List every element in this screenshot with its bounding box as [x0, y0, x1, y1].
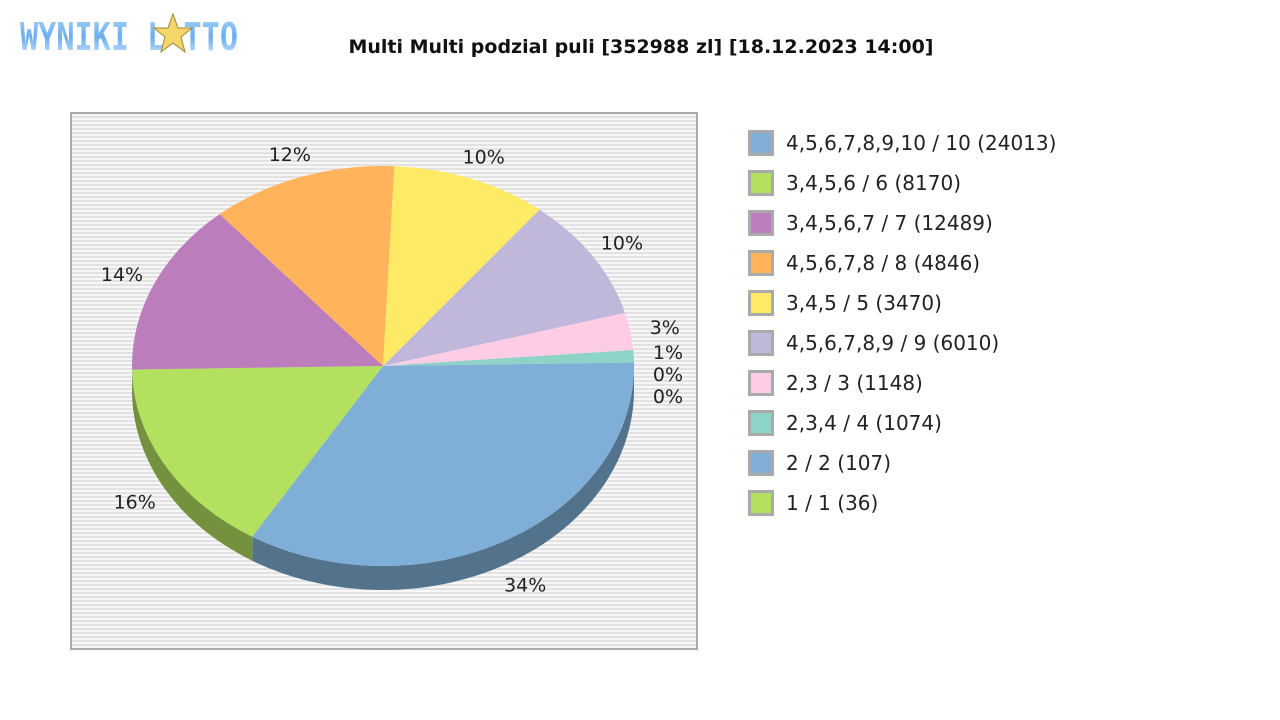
pie-slice	[383, 349, 634, 366]
legend-label: 1 / 1 (36)	[786, 491, 879, 515]
slice-side	[132, 369, 253, 561]
legend-swatch	[748, 370, 774, 396]
legend-label: 3,4,5 / 5 (3470)	[786, 291, 942, 315]
legend-label: 4,5,6,7,8,9 / 9 (6010)	[786, 331, 1000, 355]
pie-slice	[219, 165, 395, 366]
legend-label: 4,5,6,7,8 / 8 (4846)	[786, 251, 981, 275]
chart-title: Multi Multi podzial puli [352988 zl] [18…	[348, 36, 934, 58]
pie-slice	[252, 362, 635, 566]
legend-swatch	[748, 250, 774, 276]
legend-swatch	[748, 450, 774, 476]
pie-slice	[383, 166, 540, 366]
legend-item: 3,4,5,6 / 6 (8170)	[748, 163, 1056, 203]
legend-swatch	[748, 290, 774, 316]
legend-item: 3,4,5 / 5 (3470)	[748, 283, 1056, 323]
legend-label: 2 / 2 (107)	[786, 451, 892, 475]
legend-label: 3,4,5,6 / 6 (8170)	[786, 171, 962, 195]
slice-side	[252, 366, 635, 591]
legend-swatch	[748, 210, 774, 236]
pie-slice	[131, 214, 383, 370]
legend-label: 4,5,6,7,8,9,10 / 10 (24013)	[786, 131, 1057, 155]
legend-swatch	[748, 130, 774, 156]
legend-item: 4,5,6,7,8 / 8 (4846)	[748, 243, 1056, 283]
svg-text:WYNIKI L TTO: WYNIKI L TTO	[20, 15, 238, 58]
legend-item: 2 / 2 (107)	[748, 443, 1056, 483]
pie-slice	[383, 209, 625, 366]
legend-label: 3,4,5,6,7 / 7 (12489)	[786, 211, 993, 235]
legend-item: 1 / 1 (36)	[748, 483, 1056, 523]
pie-slice	[132, 366, 383, 537]
percent-label: 10%	[463, 146, 505, 168]
percent-label: 14%	[101, 264, 143, 286]
legend-item: 2,3 / 3 (1148)	[748, 363, 1056, 403]
wyniki-lotto-logo: WYNIKI L TTO	[20, 12, 238, 58]
percent-label: 3%	[650, 317, 680, 339]
legend-swatch	[748, 330, 774, 356]
legend-item: 4,5,6,7,8,9 / 9 (6010)	[748, 323, 1056, 363]
legend-item: 4,5,6,7,8,9,10 / 10 (24013)	[748, 123, 1056, 163]
legend-item: 2,3,4 / 4 (1074)	[748, 403, 1056, 443]
legend-label: 2,3 / 3 (1148)	[786, 371, 923, 395]
legend-swatch	[748, 170, 774, 196]
percent-label: 1%	[653, 342, 683, 364]
legend-label: 2,3,4 / 4 (1074)	[786, 411, 942, 435]
percent-label: 10%	[601, 233, 643, 255]
pie-slice	[383, 312, 634, 366]
legend-swatch	[748, 490, 774, 516]
legend: 4,5,6,7,8,9,10 / 10 (24013) 3,4,5,6 / 6 (…	[748, 123, 1056, 523]
percent-label: 0%	[653, 386, 683, 408]
percent-label: 16%	[114, 491, 156, 513]
legend-item: 3,4,5,6,7 / 7 (12489)	[748, 203, 1056, 243]
percent-label: 12%	[269, 144, 311, 166]
percent-label: 34%	[504, 574, 546, 596]
legend-swatch	[748, 410, 774, 436]
percent-label: 0%	[653, 364, 683, 386]
